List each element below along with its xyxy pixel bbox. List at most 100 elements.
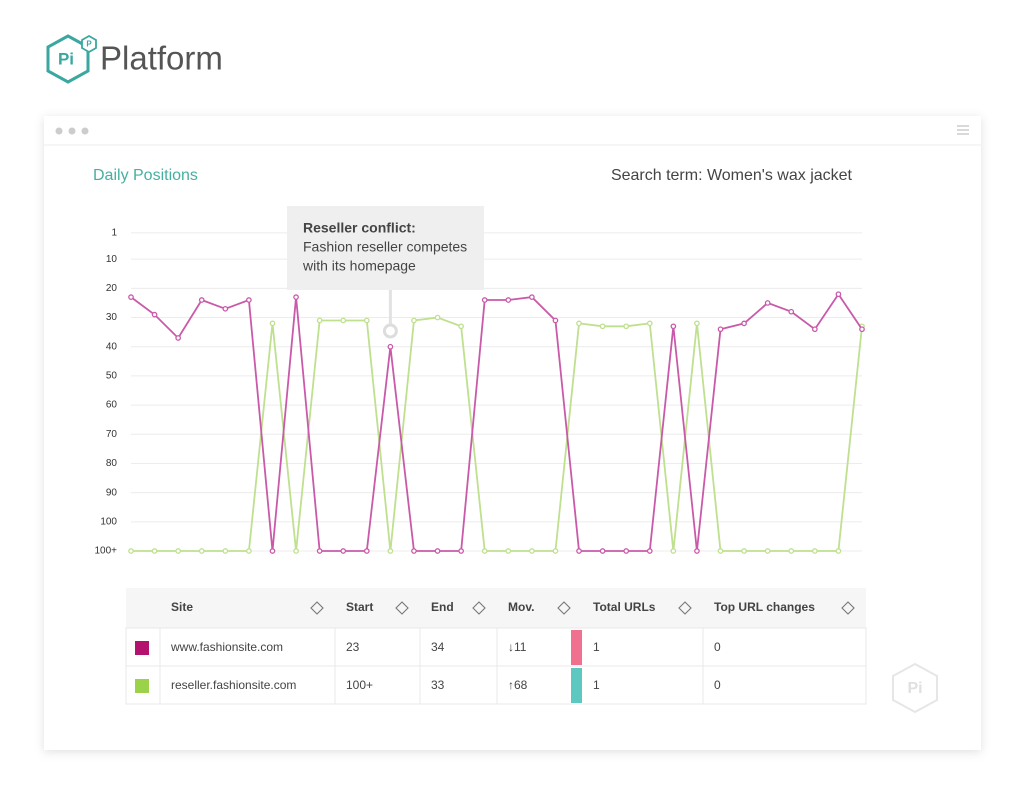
y-tick-label: 70 xyxy=(106,429,118,440)
data-point xyxy=(623,548,630,554)
cell: ↓11 xyxy=(508,640,527,654)
cell: 33 xyxy=(431,678,445,692)
y-tick-label: 20 xyxy=(106,283,118,294)
y-tick-label: 50 xyxy=(106,371,118,382)
window xyxy=(44,116,981,750)
data-point xyxy=(434,314,441,321)
data-point xyxy=(363,548,370,554)
sort-icon[interactable] xyxy=(557,601,571,615)
data-point xyxy=(552,317,559,324)
data-point xyxy=(552,548,559,554)
annotation-line: with its homepage xyxy=(302,258,416,274)
data-point xyxy=(646,320,653,327)
data-point xyxy=(741,320,747,327)
table-outline xyxy=(125,627,867,705)
window-dot xyxy=(81,127,89,135)
data-point xyxy=(764,548,771,554)
data-point xyxy=(175,335,182,341)
cell: reseller.fashionsite.com xyxy=(171,678,296,692)
data-point xyxy=(246,548,252,554)
data-point xyxy=(411,317,417,324)
data-point xyxy=(623,323,630,330)
data-point xyxy=(481,548,488,554)
cell: www.fashionsite.com xyxy=(170,640,283,654)
row-swatch xyxy=(135,679,149,693)
watermark xyxy=(892,662,938,714)
data-point xyxy=(599,548,606,554)
data-point xyxy=(269,320,276,327)
series-line xyxy=(130,292,863,552)
y-tick-label: 1 xyxy=(111,228,117,239)
chart-title: Daily Positions xyxy=(93,167,198,184)
sort-icon[interactable] xyxy=(678,601,692,615)
data-point xyxy=(505,297,512,303)
mov-bar xyxy=(571,668,582,703)
cell: ↑68 xyxy=(508,678,528,692)
y-tick-label: 60 xyxy=(106,400,118,411)
data-point xyxy=(717,548,724,554)
data-point xyxy=(198,548,205,554)
sort-icon[interactable] xyxy=(472,601,486,615)
y-tick-label: 100 xyxy=(100,516,117,527)
data-point xyxy=(363,317,370,324)
data-point xyxy=(811,326,818,333)
data-point xyxy=(694,548,700,554)
data-point xyxy=(859,326,865,333)
sort-icon[interactable] xyxy=(310,601,324,615)
data-point xyxy=(835,291,842,298)
data-point xyxy=(269,548,276,554)
cell: 0 xyxy=(714,678,721,692)
data-point xyxy=(340,548,347,554)
column-header: Top URL changes xyxy=(714,600,815,614)
y-tick-label: 40 xyxy=(106,341,118,352)
logo-badge-text: P xyxy=(86,40,92,49)
data-point xyxy=(505,548,512,554)
chart-subtitle: Search term: Women's wax jacket xyxy=(611,167,853,184)
row-swatch xyxy=(135,641,149,655)
watermark-text: Pi xyxy=(907,680,922,697)
data-point xyxy=(293,294,299,300)
y-tick-label: 100+ xyxy=(94,546,117,557)
annotation-target xyxy=(382,323,398,339)
column-header: Mov. xyxy=(508,600,534,614)
cell: 100+ xyxy=(346,678,373,692)
data-point xyxy=(198,297,205,303)
data-point xyxy=(222,305,229,312)
data-point xyxy=(175,548,182,554)
data-point xyxy=(481,297,488,303)
table-header-bg xyxy=(126,588,866,628)
column-header: Start xyxy=(346,600,373,614)
data-point xyxy=(811,548,818,554)
data-point xyxy=(411,548,417,554)
cell: 1 xyxy=(593,640,600,654)
data-point xyxy=(576,548,582,554)
data-point xyxy=(764,300,771,306)
sort-icon[interactable] xyxy=(395,601,409,615)
logo-badge xyxy=(81,34,97,54)
sort-icon[interactable] xyxy=(841,601,855,615)
data-point xyxy=(458,323,464,330)
series-line xyxy=(131,316,863,552)
data-point xyxy=(128,548,134,554)
brand: Platform xyxy=(100,40,223,77)
logo-text: Pi xyxy=(58,49,74,68)
data-point xyxy=(387,343,394,350)
data-point xyxy=(316,548,323,554)
data-point xyxy=(128,294,134,300)
data-point xyxy=(529,294,535,300)
menu-icon[interactable] xyxy=(957,125,969,135)
data-point xyxy=(694,320,700,327)
data-point xyxy=(717,326,724,333)
data-point xyxy=(151,548,158,554)
cell: 23 xyxy=(346,640,360,654)
data-point xyxy=(835,548,842,554)
annotation-box xyxy=(287,206,484,290)
window-dot xyxy=(55,127,63,135)
data-point xyxy=(246,297,252,303)
column-header: End xyxy=(431,600,454,614)
data-point xyxy=(458,548,464,554)
annotation-line: Fashion reseller competes xyxy=(303,239,467,255)
window-dot xyxy=(68,127,76,135)
